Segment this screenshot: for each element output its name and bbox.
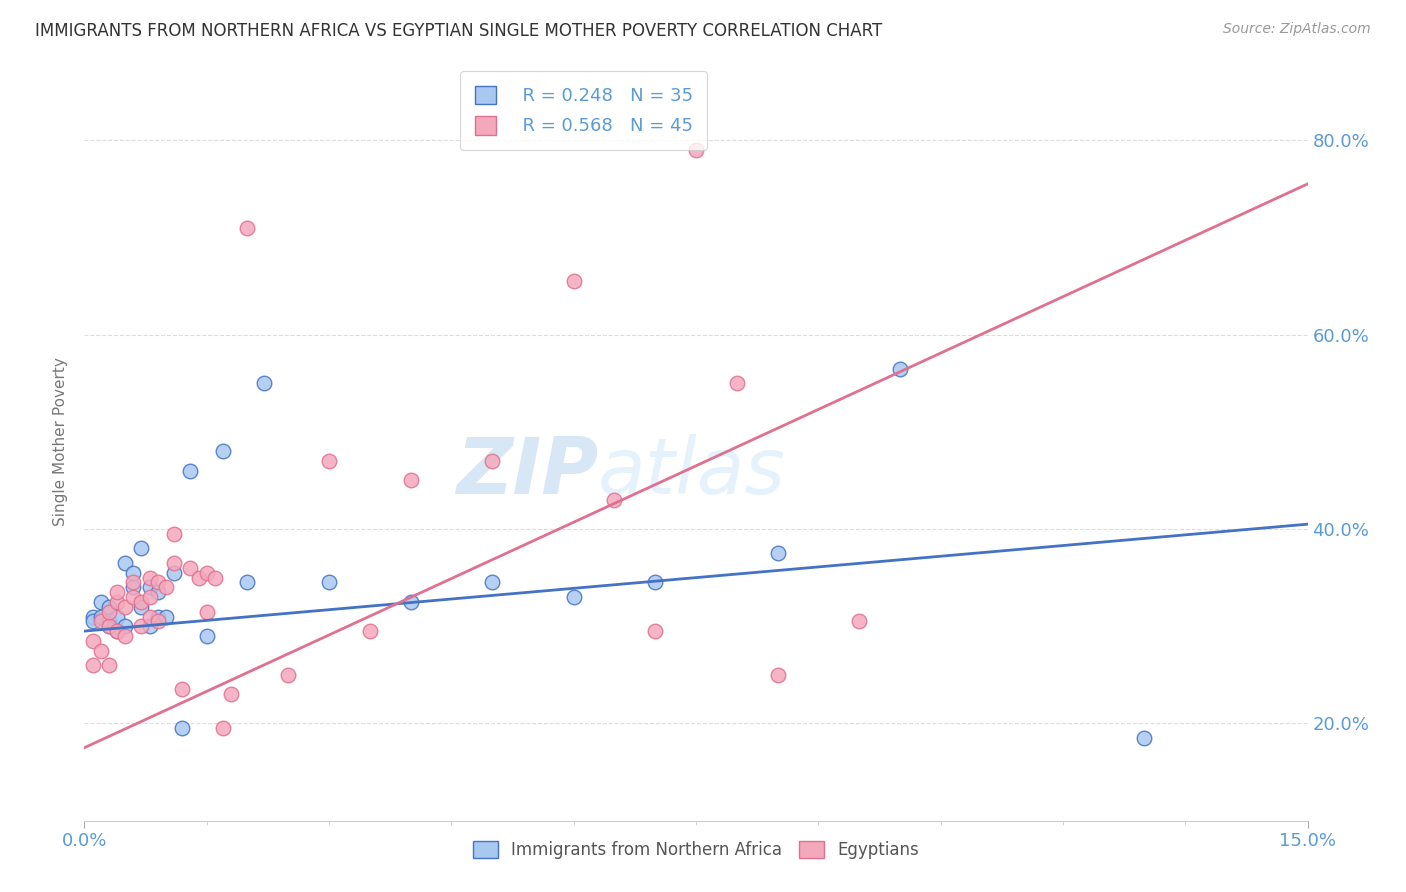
Point bbox=[236, 575, 259, 590]
Point bbox=[146, 575, 169, 590]
Point bbox=[138, 590, 160, 604]
Point bbox=[359, 624, 381, 639]
Point bbox=[212, 444, 235, 458]
Point bbox=[318, 575, 340, 590]
Text: atlas: atlas bbox=[598, 434, 786, 510]
Point bbox=[90, 595, 112, 609]
Point bbox=[219, 687, 242, 701]
Point bbox=[146, 609, 169, 624]
Point bbox=[1133, 731, 1156, 745]
Point bbox=[277, 668, 299, 682]
Point bbox=[766, 668, 789, 682]
Point bbox=[97, 615, 120, 629]
Point bbox=[131, 541, 153, 556]
Point bbox=[97, 605, 120, 619]
Text: ZIP: ZIP bbox=[456, 434, 598, 510]
Point bbox=[236, 220, 259, 235]
Point bbox=[82, 609, 104, 624]
Point bbox=[138, 580, 160, 594]
Point bbox=[131, 595, 153, 609]
Point bbox=[253, 376, 276, 391]
Point bbox=[122, 575, 145, 590]
Point bbox=[155, 580, 177, 594]
Point bbox=[122, 580, 145, 594]
Point bbox=[603, 492, 626, 507]
Point bbox=[685, 143, 707, 157]
Point bbox=[212, 721, 235, 735]
Point bbox=[318, 454, 340, 468]
Point bbox=[848, 615, 870, 629]
Point bbox=[146, 615, 169, 629]
Point bbox=[562, 274, 585, 288]
Point bbox=[82, 658, 104, 673]
Point bbox=[644, 575, 666, 590]
Point bbox=[172, 721, 194, 735]
Y-axis label: Single Mother Poverty: Single Mother Poverty bbox=[53, 357, 69, 526]
Point bbox=[155, 609, 177, 624]
Point bbox=[195, 566, 218, 580]
Point bbox=[187, 571, 209, 585]
Point bbox=[114, 629, 136, 643]
Point bbox=[889, 361, 911, 376]
Point bbox=[138, 571, 160, 585]
Point bbox=[179, 464, 201, 478]
Point bbox=[82, 615, 104, 629]
Point bbox=[725, 376, 748, 391]
Point bbox=[90, 643, 112, 657]
Point bbox=[122, 590, 145, 604]
Point bbox=[146, 585, 169, 599]
Point bbox=[105, 609, 128, 624]
Point bbox=[97, 599, 120, 614]
Point bbox=[82, 633, 104, 648]
Point bbox=[138, 609, 160, 624]
Point bbox=[481, 454, 503, 468]
Point bbox=[97, 619, 120, 633]
Text: IMMIGRANTS FROM NORTHERN AFRICA VS EGYPTIAN SINGLE MOTHER POVERTY CORRELATION CH: IMMIGRANTS FROM NORTHERN AFRICA VS EGYPT… bbox=[35, 22, 883, 40]
Point bbox=[114, 619, 136, 633]
Point bbox=[399, 595, 422, 609]
Point bbox=[195, 629, 218, 643]
Point bbox=[172, 682, 194, 697]
Point bbox=[481, 575, 503, 590]
Point bbox=[105, 624, 128, 639]
Point bbox=[138, 619, 160, 633]
Point bbox=[204, 571, 226, 585]
Point bbox=[114, 599, 136, 614]
Text: Source: ZipAtlas.com: Source: ZipAtlas.com bbox=[1223, 22, 1371, 37]
Point bbox=[131, 619, 153, 633]
Point bbox=[195, 605, 218, 619]
Point bbox=[114, 556, 136, 570]
Point bbox=[97, 658, 120, 673]
Legend: Immigrants from Northern Africa, Egyptians: Immigrants from Northern Africa, Egyptia… bbox=[467, 834, 925, 865]
Point bbox=[97, 619, 120, 633]
Point bbox=[163, 566, 186, 580]
Point bbox=[131, 599, 153, 614]
Point bbox=[562, 590, 585, 604]
Point bbox=[399, 474, 422, 488]
Point bbox=[105, 585, 128, 599]
Point bbox=[179, 561, 201, 575]
Point bbox=[90, 615, 112, 629]
Point bbox=[105, 624, 128, 639]
Point bbox=[122, 566, 145, 580]
Point bbox=[644, 624, 666, 639]
Point bbox=[90, 609, 112, 624]
Point bbox=[766, 546, 789, 560]
Point bbox=[163, 527, 186, 541]
Point bbox=[105, 595, 128, 609]
Point bbox=[163, 556, 186, 570]
